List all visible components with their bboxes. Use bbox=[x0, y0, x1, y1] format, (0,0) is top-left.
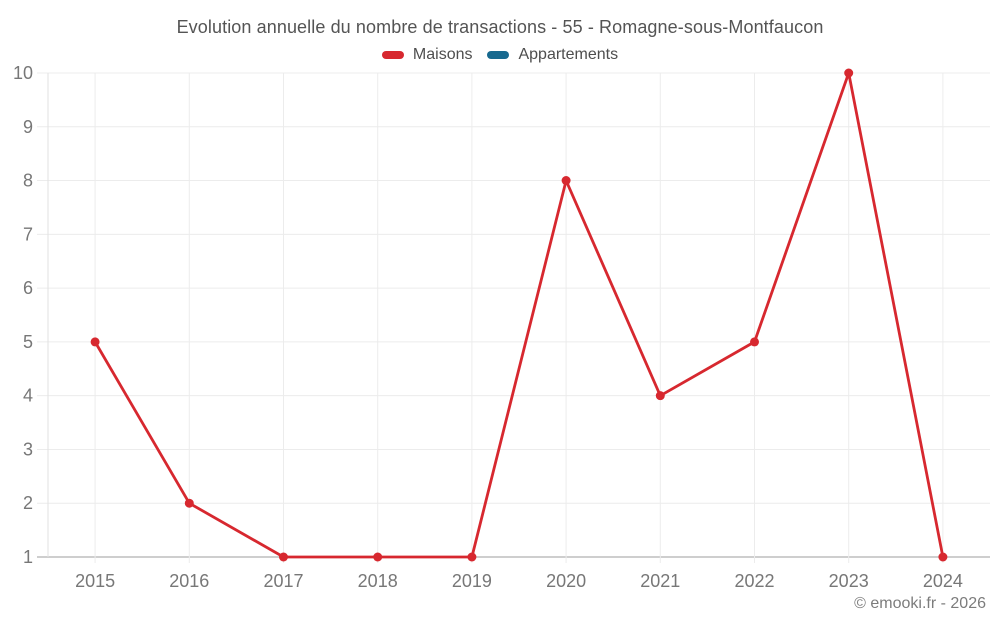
x-axis-tick-label: 2019 bbox=[452, 571, 492, 591]
data-point-maisons-2024[interactable] bbox=[938, 552, 948, 562]
y-axis-tick-label: 6 bbox=[23, 278, 33, 298]
x-axis-tick-label: 2020 bbox=[546, 571, 586, 591]
x-axis-tick-label: 2024 bbox=[923, 571, 963, 591]
chart-legend: Maisons Appartements bbox=[0, 46, 1000, 64]
y-axis-tick-label: 10 bbox=[13, 63, 33, 83]
y-axis-tick-label: 3 bbox=[23, 439, 33, 459]
y-axis-tick-label: 8 bbox=[23, 171, 33, 191]
data-point-maisons-2015[interactable] bbox=[90, 337, 100, 347]
y-axis-tick-label: 9 bbox=[23, 117, 33, 137]
legend-item-maisons[interactable]: Maisons bbox=[381, 46, 473, 64]
chart-title: Evolution annuelle du nombre de transact… bbox=[176, 17, 824, 37]
legend-label: Maisons bbox=[412, 46, 473, 63]
y-axis-tick-label: 5 bbox=[23, 332, 33, 352]
data-point-maisons-2017[interactable] bbox=[279, 552, 288, 562]
data-point-maisons-2016[interactable] bbox=[184, 498, 194, 508]
data-point-maisons-2022[interactable] bbox=[750, 337, 759, 347]
y-axis-tick-label: 4 bbox=[23, 386, 33, 406]
data-point-maisons-2021[interactable] bbox=[655, 391, 665, 401]
x-axis-tick-label: 2016 bbox=[169, 571, 209, 591]
x-axis-tick-label: 2023 bbox=[829, 571, 869, 591]
data-point-maisons-2018[interactable] bbox=[373, 552, 383, 562]
data-point-maisons-2020[interactable] bbox=[561, 176, 571, 186]
y-axis-tick-label: 1 bbox=[23, 547, 33, 567]
series-line-maisons bbox=[93, 71, 945, 559]
legend-label: Appartements bbox=[518, 46, 619, 63]
data-point-maisons-2019[interactable] bbox=[467, 552, 477, 562]
x-axis-tick-label: 2022 bbox=[734, 571, 774, 591]
y-axis-tick-label: 2 bbox=[23, 493, 33, 513]
x-axis-tick-label: 2017 bbox=[263, 571, 303, 591]
legend-swatch-maisons bbox=[381, 51, 404, 59]
y-axis-tick-label: 7 bbox=[23, 224, 33, 244]
x-axis-tick-label: 2018 bbox=[358, 571, 398, 591]
legend-item-appartements[interactable]: Appartements bbox=[487, 46, 618, 64]
data-point-maisons-2023[interactable] bbox=[844, 68, 854, 78]
copyright: © emooki.fr - 2026 bbox=[854, 595, 986, 612]
legend-swatch-appartements bbox=[487, 51, 510, 59]
x-axis-tick-label: 2015 bbox=[75, 571, 115, 591]
x-axis-tick-label: 2021 bbox=[640, 571, 680, 591]
